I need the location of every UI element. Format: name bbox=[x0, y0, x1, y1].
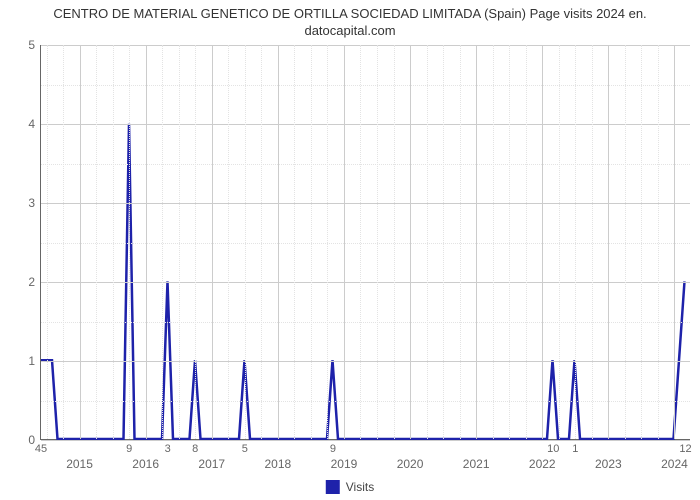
y-tick-label: 1 bbox=[28, 354, 41, 368]
gridline-v-minor bbox=[559, 45, 560, 439]
gridline-v-minor bbox=[228, 45, 229, 439]
y-tick-label: 5 bbox=[28, 38, 41, 52]
gridline-v-minor bbox=[460, 45, 461, 439]
gridline-v-minor bbox=[129, 45, 130, 439]
y-tick-label: 4 bbox=[28, 117, 41, 131]
point-label: 5 bbox=[242, 439, 248, 455]
gridline-v-minor bbox=[443, 45, 444, 439]
point-label: 3 bbox=[165, 439, 171, 455]
gridline-v-minor bbox=[394, 45, 395, 439]
legend: Visits bbox=[326, 480, 374, 494]
chart-title: CENTRO DE MATERIAL GENETICO DE ORTILLA S… bbox=[0, 6, 700, 40]
gridline-v-minor bbox=[509, 45, 510, 439]
x-year-label: 2017 bbox=[198, 439, 225, 471]
x-year-label: 2015 bbox=[66, 439, 93, 471]
gridline-v-minor bbox=[526, 45, 527, 439]
gridline-v-minor bbox=[641, 45, 642, 439]
legend-label: Visits bbox=[346, 480, 374, 494]
y-tick-label: 2 bbox=[28, 275, 41, 289]
gridline-v-major bbox=[542, 45, 543, 439]
gridline-v-minor bbox=[245, 45, 246, 439]
gridline-v-minor bbox=[179, 45, 180, 439]
gridline-v-major bbox=[476, 45, 477, 439]
gridline-v-minor bbox=[360, 45, 361, 439]
x-year-label: 2016 bbox=[132, 439, 159, 471]
x-year-label: 2018 bbox=[265, 439, 292, 471]
gridline-v-minor bbox=[493, 45, 494, 439]
gridline-v-minor bbox=[592, 45, 593, 439]
point-label: 9 bbox=[126, 439, 132, 455]
legend-swatch bbox=[326, 480, 340, 494]
title-line-1: CENTRO DE MATERIAL GENETICO DE ORTILLA S… bbox=[53, 6, 646, 21]
title-line-2: datocapital.com bbox=[304, 23, 395, 38]
gridline-v-minor bbox=[427, 45, 428, 439]
gridline-v-major bbox=[608, 45, 609, 439]
y-tick-label: 3 bbox=[28, 196, 41, 210]
point-label: 8 bbox=[192, 439, 198, 455]
gridline-v-minor bbox=[625, 45, 626, 439]
gridline-v-minor bbox=[377, 45, 378, 439]
gridline-v-minor bbox=[294, 45, 295, 439]
point-label: 12 bbox=[679, 439, 691, 455]
x-year-label: 2020 bbox=[397, 439, 424, 471]
gridline-v-minor bbox=[113, 45, 114, 439]
gridline-v-major bbox=[674, 45, 675, 439]
chart-container: CENTRO DE MATERIAL GENETICO DE ORTILLA S… bbox=[0, 0, 700, 500]
gridline-v-minor bbox=[47, 45, 48, 439]
gridline-v-minor bbox=[195, 45, 196, 439]
gridline-v-major bbox=[212, 45, 213, 439]
gridline-v-minor bbox=[658, 45, 659, 439]
gridline-v-major bbox=[80, 45, 81, 439]
point-label: 10 bbox=[547, 439, 559, 455]
x-year-label: 2023 bbox=[595, 439, 622, 471]
gridline-v-major bbox=[278, 45, 279, 439]
x-year-label: 2021 bbox=[463, 439, 490, 471]
point-label: 45 bbox=[35, 439, 47, 455]
gridline-v-minor bbox=[162, 45, 163, 439]
gridline-v-minor bbox=[261, 45, 262, 439]
point-label: 9 bbox=[330, 439, 336, 455]
gridline-v-minor bbox=[575, 45, 576, 439]
gridline-v-minor bbox=[327, 45, 328, 439]
point-label: 1 bbox=[572, 439, 578, 455]
gridline-v-minor bbox=[96, 45, 97, 439]
gridline-v-major bbox=[344, 45, 345, 439]
gridline-v-minor bbox=[311, 45, 312, 439]
gridline-v-minor bbox=[63, 45, 64, 439]
plot-area: 0123452015201620172018201920202021202220… bbox=[40, 45, 690, 440]
gridline-v-major bbox=[410, 45, 411, 439]
gridline-v-major bbox=[146, 45, 147, 439]
